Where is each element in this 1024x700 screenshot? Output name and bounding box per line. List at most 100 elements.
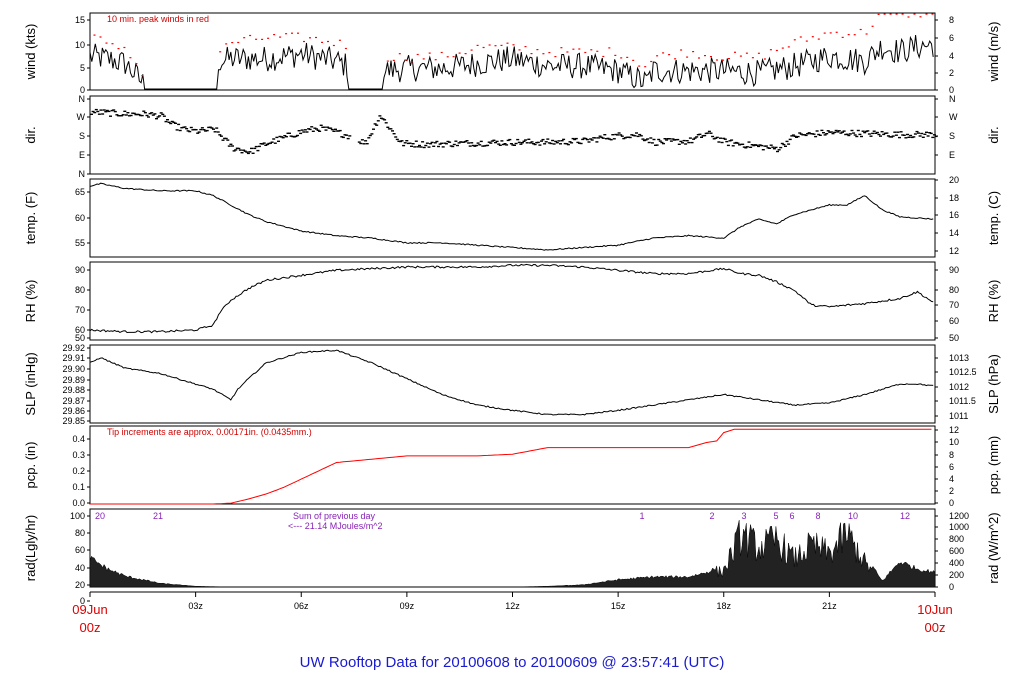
wind-direction-point — [912, 136, 916, 138]
wind-direction-point — [757, 145, 760, 148]
x-tick-label: 12z — [505, 601, 520, 611]
wind-direction-point — [229, 143, 233, 145]
wind-direction-point — [340, 136, 344, 138]
peak-wind-mark — [267, 37, 270, 39]
peak-wind-mark — [734, 51, 736, 53]
wind-direction-point — [329, 127, 333, 129]
wind-direction-point — [143, 112, 147, 114]
wind-direction-point — [148, 112, 152, 115]
wind-direction-point — [462, 141, 466, 143]
wind-direction-point — [829, 131, 833, 133]
wind-direction-point — [874, 132, 878, 134]
wind-direction-point — [787, 143, 791, 145]
wind-direction-point — [308, 128, 312, 131]
wind-direction-point — [104, 111, 108, 113]
wind-direction-point — [413, 146, 417, 148]
wind-direction-point — [744, 147, 748, 149]
wind-direction-point — [552, 143, 556, 145]
wind-direction-point — [837, 130, 841, 132]
peak-wind-mark — [871, 25, 874, 27]
wind-direction-point — [928, 132, 932, 134]
wind-direction-point — [368, 134, 372, 137]
peak-wind-mark — [751, 57, 754, 59]
wind-direction-point — [441, 146, 445, 148]
wind-direction-point — [725, 140, 729, 143]
wind-direction-point — [679, 140, 683, 143]
wind-direction-point — [90, 113, 93, 115]
wind-direction-point — [641, 138, 645, 140]
peak-wind-mark — [237, 41, 240, 44]
wind-direction-point — [284, 136, 288, 138]
peak-wind-mark — [566, 51, 569, 53]
wind-direction-point — [213, 131, 217, 133]
wind-direction-point — [97, 113, 101, 115]
wind-direction-point — [879, 135, 882, 137]
hour-marker: 20 — [95, 511, 105, 521]
hour-marker: 6 — [789, 511, 794, 521]
wind-direction-point — [223, 137, 227, 140]
wind-direction-point — [364, 140, 368, 142]
wind-direction-point — [929, 132, 933, 135]
wind-direction-point — [918, 135, 922, 137]
wind-direction-point — [433, 142, 437, 144]
slp-line — [89, 349, 934, 416]
wind-direction-point — [150, 112, 154, 114]
wind-direction-point — [913, 133, 917, 135]
wind-direction-point — [421, 141, 425, 143]
wind-direction-point — [560, 140, 564, 142]
wind-direction-point — [920, 132, 924, 135]
peak-wind-mark — [745, 52, 748, 54]
wind-direction-point — [826, 130, 830, 132]
wind-direction-point — [636, 135, 640, 138]
wind-direction-point — [221, 139, 225, 141]
wind-direction-point — [696, 134, 700, 136]
wind-direction-point — [677, 143, 681, 145]
left-tick-label: N — [79, 94, 86, 104]
wind-direction-point — [137, 113, 141, 116]
wind-direction-point — [549, 142, 553, 145]
wind-direction-point — [815, 130, 819, 132]
hour-marker: 5 — [773, 511, 778, 521]
wind-direction-point — [174, 122, 177, 124]
wind-direction-point — [96, 110, 100, 113]
wind-direction-point — [779, 146, 783, 149]
wind-direction-point — [200, 127, 204, 129]
peak-wind-mark — [620, 57, 623, 59]
wind-direction-point — [614, 133, 618, 136]
peak-wind-mark — [692, 51, 695, 53]
wind-direction-point — [422, 146, 426, 149]
peak-wind-mark — [482, 46, 485, 49]
wind-speed-line — [89, 34, 934, 90]
wind-direction-point — [627, 136, 631, 138]
wind-direction-point — [121, 114, 125, 116]
wind-direction-point — [609, 139, 613, 141]
peak-wind-mark — [297, 32, 299, 34]
wind-direction-point — [383, 119, 387, 121]
wind-direction-point — [639, 135, 643, 137]
left-tick-label: 0.4 — [72, 434, 85, 444]
wind-direction-point — [597, 137, 600, 139]
wind-direction-point — [497, 143, 501, 145]
panel-frame-temp — [89, 178, 936, 258]
wind-direction-point — [429, 143, 433, 145]
wind-direction-point — [275, 136, 279, 139]
wind-direction-point — [601, 137, 605, 139]
peak-wind-mark — [698, 57, 700, 59]
peak-wind-mark — [303, 40, 305, 43]
right-tick-label: 800 — [949, 534, 964, 544]
wind-direction-point — [833, 131, 837, 134]
peak-wind-mark — [889, 13, 892, 15]
wind-direction-point — [216, 131, 220, 133]
wind-direction-point — [381, 118, 385, 120]
panel-pcp: 0.4 0.3 0.2 0.1 0.0 12 10 8 6 4 2 0 pcp. (in) pcp. (m… — [23, 425, 1001, 508]
wind-direction-point — [207, 126, 211, 129]
wind-direction-point — [726, 144, 730, 147]
peak-wind-mark — [919, 16, 922, 18]
right-tick-label: N — [949, 94, 956, 104]
wind-direction-point — [181, 126, 185, 129]
wind-direction-point — [785, 140, 789, 143]
wind-direction-point — [809, 133, 813, 135]
left-tick-label: 60 — [75, 325, 85, 335]
peak-wind-mark — [722, 59, 724, 61]
wind-direction-point — [904, 137, 908, 139]
